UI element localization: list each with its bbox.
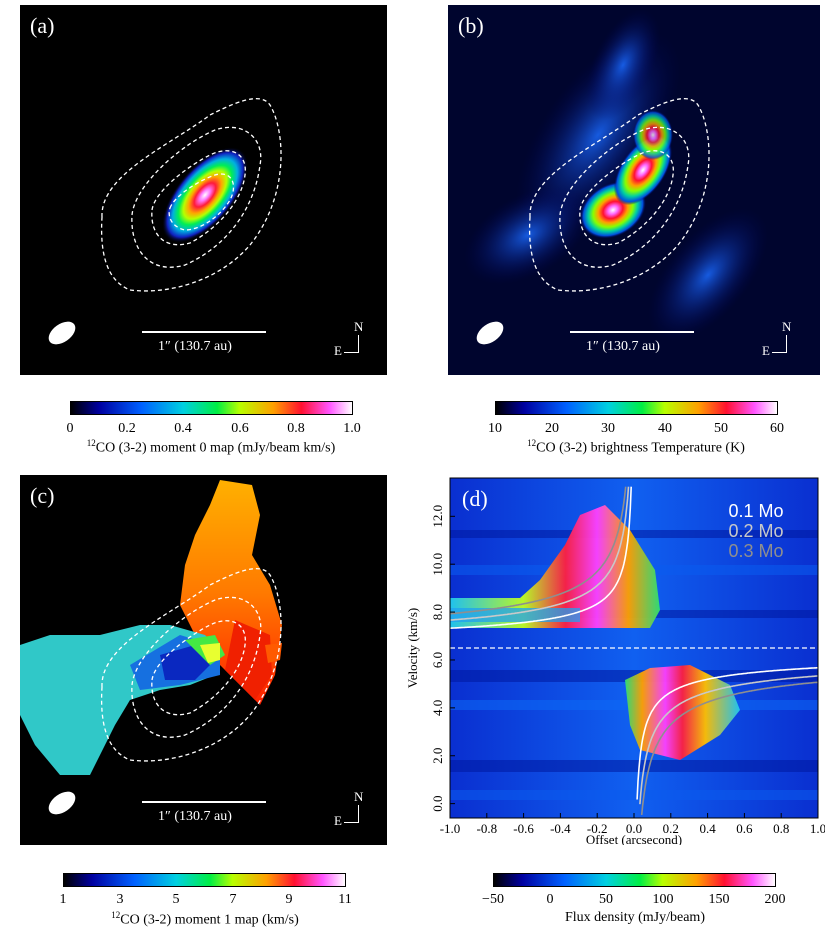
legend-0.3-mo: 0.3 Mo (728, 541, 783, 561)
x-tick-label: -0.4 (550, 821, 571, 836)
compass-e: E (334, 343, 342, 358)
x-axis-label: Offset (arcsecond) (586, 832, 682, 845)
compass-arrows (344, 335, 359, 353)
x-tick-label: 0.6 (736, 821, 753, 836)
cb-d-tick-3: 100 (652, 892, 674, 907)
panel-a-label: (a) (30, 13, 55, 38)
pv-blueshift-emission (625, 665, 740, 760)
beam-ellipse (48, 321, 76, 345)
cb-b-tick-0: 10 (488, 421, 502, 436)
emission-blob (161, 147, 249, 243)
y-tick-label: 12.0 (430, 505, 445, 528)
legend-0.2-mo: 0.2 Mo (728, 521, 783, 541)
panel-c-label: (c) (30, 483, 55, 508)
keplerian-curve-0.2-mo-blue (639, 675, 818, 805)
colorbar-c-label: 12CO (3-2) moment 1 map (km/s) (111, 910, 299, 928)
keplerian-curve-0.1-mo-red (450, 486, 632, 629)
cb-b-tick-3: 40 (658, 421, 672, 436)
compass-n: N (782, 319, 792, 334)
cb-c-tick-1: 3 (116, 892, 124, 907)
panel-b-label: (b) (458, 13, 484, 38)
colorbar-b-label: 12CO (3-2) brightness Temperature (K) (527, 438, 745, 456)
y-ticks: 0.0 2.0 4.0 6.0 8.0 10.0 12.0 (430, 505, 455, 812)
panel-d-pv-diagram: -1.0 -0.8 -0.6 -0.4 -0.2 0.0 0.2 0.4 0.6 0.8 1.0 0… (405, 477, 825, 845)
panel-d-label: (d) (462, 486, 488, 511)
legend-0.1-mo: 0.1 Mo (728, 501, 783, 521)
cb-a-tick-1: 0.2 (118, 421, 136, 436)
colorbar-a (70, 401, 353, 415)
compass-e: E (762, 343, 770, 358)
cb-a-tick-3: 0.6 (231, 421, 249, 436)
x-tick-label: -0.6 (513, 821, 534, 836)
cb-c-tick-3: 7 (229, 892, 237, 907)
cb-c-tick-2: 5 (172, 892, 180, 907)
colorbar-a-label: 12CO (3-2) moment 0 map (mJy/beam km/s) (86, 438, 336, 456)
x-tick-label: 0.0 (626, 821, 642, 836)
cb-d-tick-2: 50 (599, 892, 613, 907)
scale-bar (142, 801, 266, 803)
cb-c-tick-0: 1 (59, 892, 67, 907)
x-tick-label: -1.0 (440, 821, 461, 836)
colorbar-d-label: Flux density (mJy/beam) (565, 910, 705, 925)
keplerian-curve-0.3-mo-red (449, 486, 627, 615)
scale-bar (142, 331, 266, 333)
cb-b-tick-5: 60 (770, 421, 784, 436)
compass-n: N (354, 319, 364, 334)
pv-redshift-emission (450, 505, 660, 628)
keplerian-curve-0.2-mo-red (449, 486, 630, 621)
compass-n: N (354, 789, 364, 804)
cb-b-tick-1: 20 (545, 421, 559, 436)
keplerian-curves (449, 486, 818, 815)
compass-arrows (344, 805, 359, 823)
y-tick-label: 8.0 (430, 604, 445, 620)
compass-e: E (334, 813, 342, 828)
panel-c-moment1-map: (c) 1″ (130.7 au) N E (20, 475, 387, 845)
keplerian-curve-0.3-mo-blue (640, 681, 818, 815)
y-tick-label: 2.0 (430, 748, 445, 764)
x-tick-label: 1.0 (810, 821, 825, 836)
scale-bar-label: 1″ (130.7 au) (586, 339, 660, 354)
y-tick-label: 6.0 (430, 652, 445, 668)
x-tick-label: 0.4 (699, 821, 716, 836)
cb-d-tick-4: 150 (708, 892, 730, 907)
y-tick-label: 10.0 (430, 553, 445, 576)
cb-c-tick-5: 11 (338, 892, 352, 907)
x-tick-label: 0.8 (773, 821, 789, 836)
cb-b-tick-4: 50 (714, 421, 728, 436)
y-tick-label: 0.0 (430, 796, 445, 812)
cb-d-tick-0: −50 (482, 892, 504, 907)
cb-a-tick-4: 0.8 (287, 421, 305, 436)
cb-c-tick-4: 9 (285, 892, 293, 907)
y-tick-label: 4.0 (430, 700, 445, 716)
cb-d-tick-5: 200 (764, 892, 786, 907)
scale-bar-label: 1″ (130.7 au) (158, 809, 232, 824)
colorbar-b (495, 401, 778, 415)
panel-a-moment0-map: (a) 1″ (130.7 au) N E (20, 5, 387, 375)
x-ticks: -1.0 -0.8 -0.6 -0.4 -0.2 0.0 0.2 0.4 0.6 0.8 1.0 (440, 813, 825, 836)
cb-a-tick-2: 0.4 (174, 421, 192, 436)
cb-b-tick-2: 30 (601, 421, 615, 436)
scale-bar-label: 1″ (130.7 au) (158, 339, 232, 354)
cb-a-tick-5: 1.0 (343, 421, 361, 436)
x-tick-label: -0.2 (587, 821, 608, 836)
keplerian-curve-0.1-mo-blue (636, 667, 818, 800)
panel-c-image (20, 480, 282, 815)
scale-bar (570, 331, 694, 333)
cb-a-tick-0: 0 (66, 421, 74, 436)
cb-d-tick-1: 0 (546, 892, 554, 907)
panel-b-image (448, 5, 820, 375)
x-tick-label: -0.8 (477, 821, 498, 836)
compass-arrows (772, 335, 787, 353)
colorbar-d (493, 873, 776, 887)
x-tick-label: 0.2 (663, 821, 679, 836)
panel-a-image (48, 98, 282, 345)
panel-b-brightness-map: (b) 1″ (130.7 au) N E (448, 5, 820, 375)
contours (100, 98, 282, 292)
colorbar-c (63, 873, 346, 887)
y-axis-label: Velocity (km/s) (405, 608, 420, 689)
